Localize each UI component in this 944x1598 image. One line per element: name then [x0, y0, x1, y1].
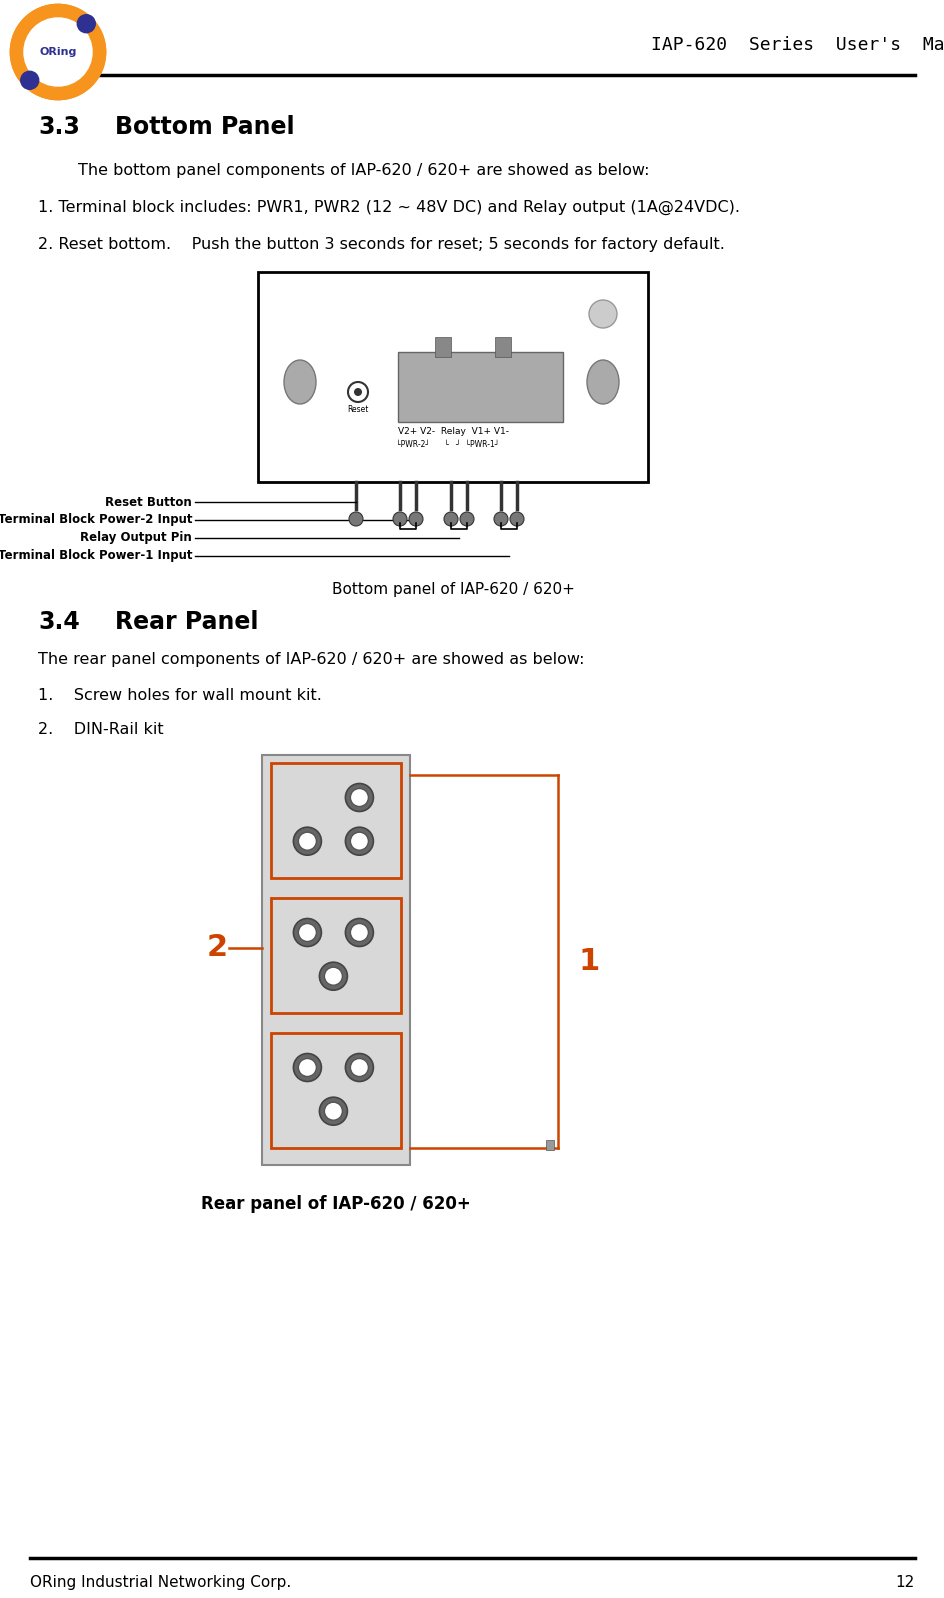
Text: 1.    Screw holes for wall mount kit.: 1. Screw holes for wall mount kit.	[38, 689, 322, 703]
Bar	[546, 1139, 553, 1151]
Text: The bottom panel components of IAP-620 / 620+ are showed as below:: The bottom panel components of IAP-620 /…	[78, 163, 649, 177]
Circle shape	[293, 1053, 321, 1082]
Circle shape	[39, 34, 76, 70]
Text: 1. Terminal block includes: PWR1, PWR2 (12 ~ 48V DC) and Relay output (1A@24VDC): 1. Terminal block includes: PWR1, PWR2 (…	[38, 200, 739, 216]
Circle shape	[460, 511, 474, 526]
Text: 1: 1	[578, 948, 598, 976]
Bar	[258, 272, 648, 483]
Circle shape	[31, 26, 85, 78]
Bar	[271, 762, 400, 877]
Circle shape	[346, 783, 373, 812]
Ellipse shape	[586, 360, 618, 404]
Ellipse shape	[284, 360, 315, 404]
Text: ORing Industrial Networking Corp.: ORing Industrial Networking Corp.	[30, 1576, 291, 1590]
Text: └PWR-2┘      └   ┘  └PWR-1┘: └PWR-2┘ └ ┘ └PWR-1┘	[396, 439, 498, 449]
Circle shape	[348, 511, 362, 526]
Circle shape	[354, 388, 362, 396]
Text: 2: 2	[207, 933, 228, 962]
Text: IAP-620  Series  User's  Manual: IAP-620 Series User's Manual	[650, 37, 944, 54]
Text: 2. Reset bottom.    Push the button 3 seconds for reset; 5 seconds for factory d: 2. Reset bottom. Push the button 3 secon…	[38, 237, 724, 252]
Circle shape	[393, 511, 407, 526]
Circle shape	[350, 924, 368, 941]
Circle shape	[588, 300, 616, 328]
Text: Relay Output Pin: Relay Output Pin	[80, 532, 192, 545]
Circle shape	[346, 828, 373, 855]
Circle shape	[444, 511, 458, 526]
Bar	[271, 1032, 400, 1147]
Circle shape	[409, 511, 423, 526]
Text: ORing: ORing	[40, 46, 76, 58]
Text: Rear Panel: Rear Panel	[115, 610, 259, 634]
Circle shape	[293, 919, 321, 946]
Bar	[271, 898, 400, 1013]
Circle shape	[324, 967, 342, 986]
Text: Reset Button: Reset Button	[105, 495, 192, 508]
Text: Reset: Reset	[347, 404, 368, 414]
Text: Terminal Block Power-1 Input: Terminal Block Power-1 Input	[0, 550, 192, 562]
Text: Bottom Panel: Bottom Panel	[115, 115, 295, 139]
Text: Terminal Block Power-2 Input: Terminal Block Power-2 Input	[0, 513, 192, 526]
Circle shape	[350, 1058, 368, 1077]
Bar	[397, 352, 563, 422]
Text: V2+ V2-  Relay  V1+ V1-: V2+ V2- Relay V1+ V1-	[397, 427, 509, 436]
Text: 12: 12	[895, 1576, 914, 1590]
Text: 2.    DIN-Rail kit: 2. DIN-Rail kit	[38, 722, 163, 737]
Circle shape	[494, 511, 508, 526]
Text: Bottom panel of IAP-620 / 620+: Bottom panel of IAP-620 / 620+	[331, 582, 574, 598]
Bar	[495, 337, 511, 356]
Circle shape	[346, 1053, 373, 1082]
Text: The rear panel components of IAP-620 / 620+ are showed as below:: The rear panel components of IAP-620 / 6…	[38, 652, 584, 666]
Circle shape	[293, 828, 321, 855]
Circle shape	[347, 382, 367, 403]
Circle shape	[77, 14, 95, 32]
Circle shape	[350, 833, 368, 850]
Circle shape	[298, 1058, 316, 1077]
Text: 3.4: 3.4	[38, 610, 79, 634]
Bar	[434, 337, 450, 356]
Circle shape	[319, 1098, 347, 1125]
Text: 3.3: 3.3	[38, 115, 80, 139]
Circle shape	[298, 924, 316, 941]
Bar	[261, 754, 410, 1165]
Circle shape	[324, 1103, 342, 1120]
Text: Rear panel of IAP-620 / 620+: Rear panel of IAP-620 / 620+	[201, 1195, 470, 1213]
Circle shape	[510, 511, 523, 526]
Circle shape	[319, 962, 347, 991]
Circle shape	[350, 788, 368, 807]
Circle shape	[298, 833, 316, 850]
Circle shape	[346, 919, 373, 946]
Circle shape	[21, 72, 39, 89]
